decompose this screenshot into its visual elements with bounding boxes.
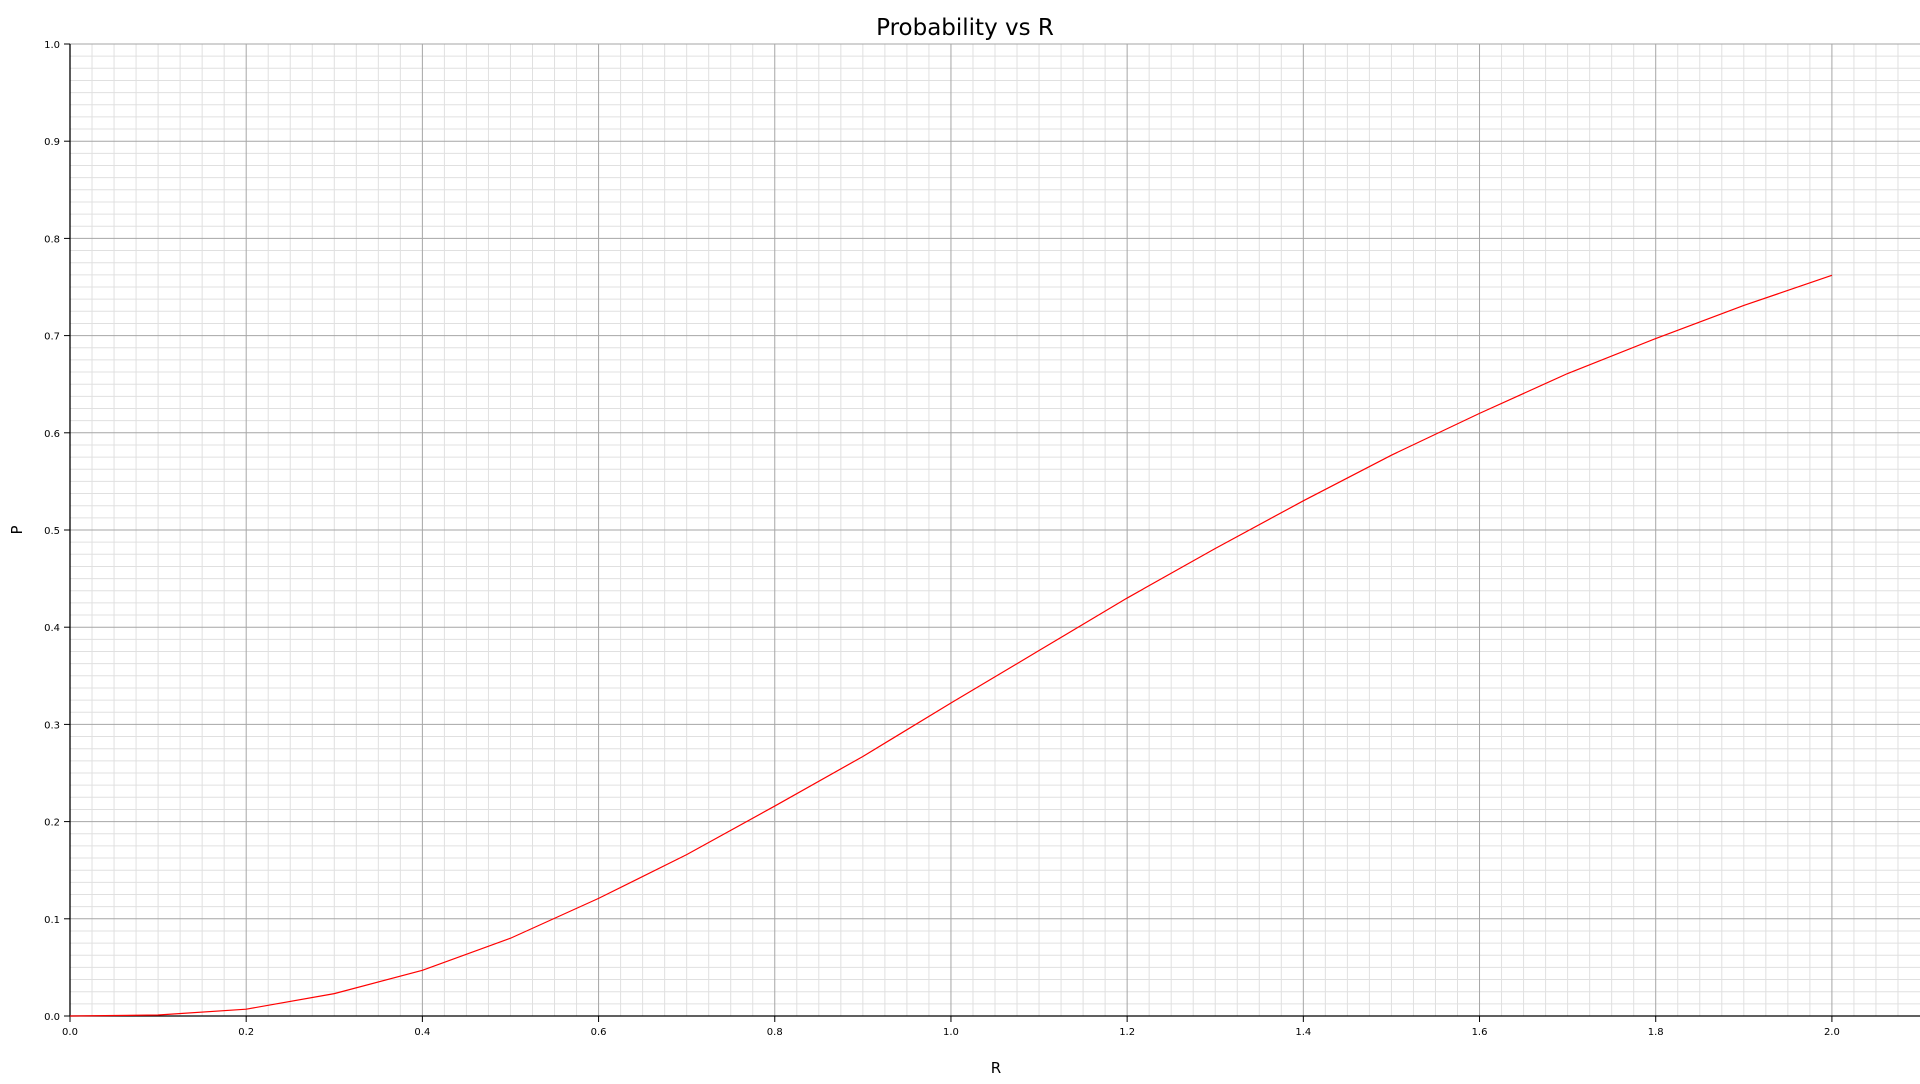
x-tick-label: 2.0 <box>1824 1027 1840 1038</box>
y-tick-label: 0.1 <box>44 915 60 926</box>
y-tick-label: 0.8 <box>44 234 60 245</box>
tick-marks <box>64 43 1833 1022</box>
y-tick-label: 0.6 <box>44 429 60 440</box>
y-tick-label: 0.0 <box>44 1012 60 1023</box>
x-tick-label: 0.0 <box>62 1027 78 1038</box>
x-tick-label: 0.8 <box>767 1027 783 1038</box>
x-tick-label: 0.4 <box>414 1027 430 1038</box>
major-gridlines <box>70 43 1920 1016</box>
x-tick-label: 0.6 <box>591 1027 607 1038</box>
x-axis-label: R <box>991 1059 1001 1077</box>
y-tick-label: 0.5 <box>44 526 60 537</box>
x-tick-label: 1.0 <box>943 1027 959 1038</box>
y-axis-label: P <box>8 525 26 534</box>
y-tick-label: 0.2 <box>44 818 60 829</box>
x-tick-label: 1.8 <box>1648 1027 1664 1038</box>
x-tick-label: 1.4 <box>1295 1027 1311 1038</box>
y-tick-label: 0.9 <box>44 137 60 148</box>
series-line <box>69 274 1833 1017</box>
x-tick-label: 1.6 <box>1472 1027 1488 1038</box>
y-tick-label: 0.4 <box>44 623 60 634</box>
x-tick-label: 1.2 <box>1119 1027 1135 1038</box>
y-tick-label: 1.0 <box>44 40 60 51</box>
chart-title: Probability vs R <box>876 15 1054 41</box>
x-tick-label: 0.2 <box>238 1027 254 1038</box>
tick-labels: 0.0 0.2 0.4 0.6 0.8 1.0 1.2 1.4 1.6 1.8 2.0 0.0 0.1 0… <box>44 40 1840 1038</box>
y-tick-label: 0.7 <box>44 332 60 343</box>
series-layer <box>69 274 1833 1017</box>
y-tick-label: 0.3 <box>44 720 60 731</box>
